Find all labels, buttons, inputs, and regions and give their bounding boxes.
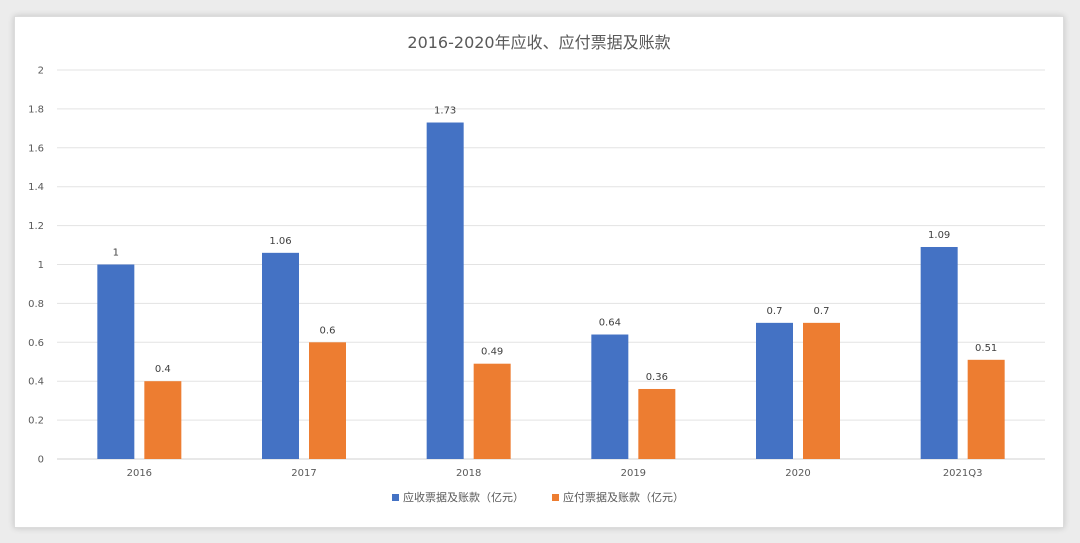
x-tick-label: 2018 [456, 468, 481, 479]
bar-payable [473, 363, 511, 459]
y-tick-label: 0.4 [28, 377, 44, 388]
y-tick-label: 1 [38, 260, 44, 271]
data-label: 0.4 [155, 364, 171, 375]
bar-receivable [591, 334, 629, 459]
data-label: 1.73 [434, 106, 456, 117]
data-label: 1.06 [269, 236, 291, 247]
y-tick-label: 1.2 [28, 221, 44, 232]
x-tick-label: 2020 [785, 468, 810, 479]
legend-label: 应付票据及账款（亿元） [563, 490, 684, 504]
legend-swatch [392, 494, 399, 501]
y-tick-label: 1.4 [28, 182, 44, 193]
x-axis-ticks: 2016 2017 2018 2019 2020 2021Q3 [127, 468, 983, 479]
legend-label: 应收票据及账款（亿元） [403, 490, 524, 504]
bar-receivable [756, 322, 793, 459]
data-label: 0.7 [814, 306, 830, 317]
bar-payable [144, 381, 182, 459]
data-label: 0.64 [599, 318, 621, 329]
bar-receivable [920, 246, 958, 459]
gridlines [57, 69, 1045, 460]
data-labels: 1 0.4 1.06 0.6 1.73 0.49 0.64 0.36 0.7 0.7 1.09 0.5… [113, 106, 998, 383]
bar-payable [967, 359, 1005, 459]
bar-receivable [262, 252, 299, 459]
y-tick-label: 1.6 [28, 143, 44, 154]
bar-payable [803, 322, 840, 459]
y-tick-label: 1.8 [28, 104, 44, 115]
data-label: 0.7 [767, 306, 783, 317]
data-label: 0.49 [481, 347, 503, 358]
y-tick-label: 0 [38, 455, 44, 466]
y-tick-label: 0.2 [28, 416, 44, 427]
data-label: 1 [113, 248, 119, 259]
legend-swatch [552, 494, 559, 501]
bar-payable [309, 342, 346, 459]
y-axis-ticks: 0 0.2 0.4 0.6 0.8 1 1.2 1.4 1.6 1.8 2 [28, 66, 44, 466]
x-tick-label: 2019 [621, 468, 646, 479]
data-label: 1.09 [928, 230, 950, 241]
y-tick-label: 2 [38, 66, 44, 77]
data-label: 0.6 [320, 325, 336, 336]
y-tick-label: 0.8 [28, 299, 44, 310]
bar-receivable [426, 122, 464, 459]
data-label: 0.36 [646, 372, 668, 383]
chart-title: 2016-2020年应收、应付票据及账款 [407, 33, 670, 52]
data-label: 0.51 [975, 343, 997, 354]
bars [97, 122, 1005, 459]
x-tick-label: 2021Q3 [943, 468, 983, 479]
x-tick-label: 2016 [127, 468, 152, 479]
chart-frame: 2016-2020年应收、应付票据及账款 0 0.2 0.4 0.6 0.8 1 1.2 1.… [14, 16, 1064, 528]
bar-payable [638, 388, 676, 459]
legend: 应收票据及账款（亿元） 应付票据及账款（亿元） [392, 490, 684, 504]
bar-receivable [97, 264, 135, 459]
bar-chart: 2016-2020年应收、应付票据及账款 0 0.2 0.4 0.6 0.8 1 1.2 1.… [28, 33, 1045, 504]
x-tick-label: 2017 [291, 468, 316, 479]
y-tick-label: 0.6 [28, 338, 44, 349]
